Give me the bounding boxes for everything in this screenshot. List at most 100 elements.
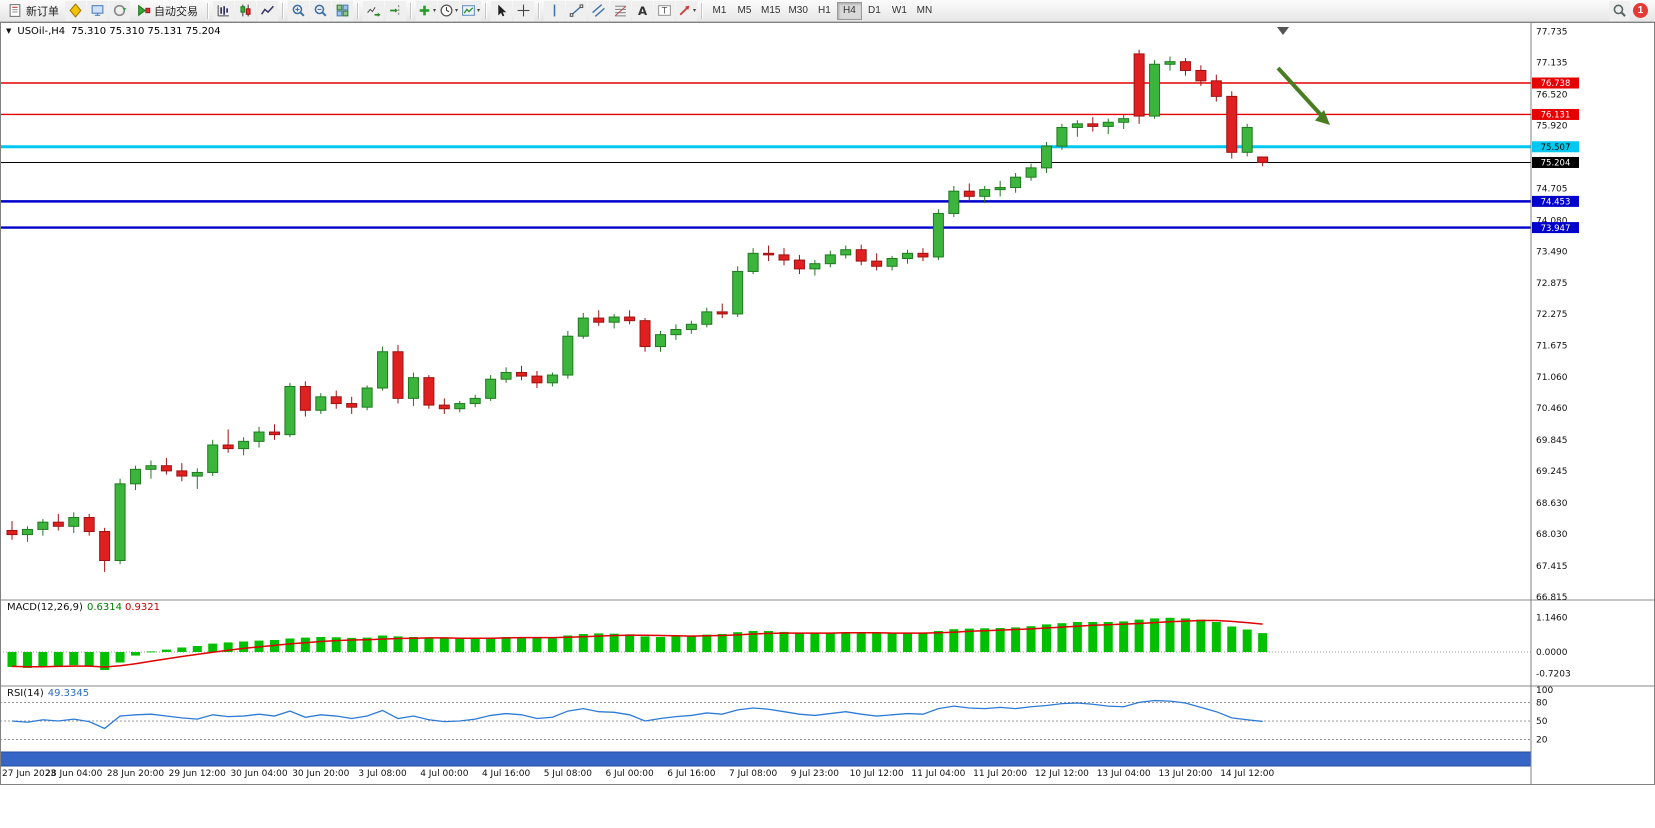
- new-order-button-label: 新订单: [26, 5, 59, 18]
- timeframe-m15[interactable]: M15: [757, 2, 784, 20]
- tile-windows-icon[interactable]: [332, 0, 353, 21]
- new-order-button[interactable]: 新订单: [3, 1, 64, 21]
- timeframe-mn[interactable]: MN: [912, 2, 937, 20]
- search-icon[interactable]: [1609, 0, 1630, 21]
- candlestick-series: [6, 49, 1269, 572]
- arrows-icon: [677, 3, 692, 18]
- rsi-label: RSI(14) 49.3345: [7, 688, 89, 699]
- svg-text:71.675: 71.675: [1536, 341, 1568, 351]
- price-level-badge: [1532, 195, 1579, 207]
- chevron-down-icon: ▾: [477, 7, 481, 14]
- indicators-icon: [417, 3, 432, 18]
- timeframe-h1[interactable]: H1: [812, 2, 837, 20]
- indicators-icon[interactable]: ▾: [416, 0, 437, 21]
- tile-windows-icon: [335, 3, 350, 18]
- macd-signal-value: 0.9321: [124, 602, 160, 613]
- templates-icon[interactable]: ▾: [460, 0, 481, 21]
- rsi-scale-label: 100: [1536, 686, 1553, 696]
- price-level-badge: [1532, 108, 1579, 120]
- svg-text:68.030: 68.030: [1536, 530, 1568, 540]
- svg-text:73.490: 73.490: [1536, 247, 1568, 257]
- market-watch-icon[interactable]: [65, 0, 86, 21]
- price-levels[interactable]: [0, 82, 1531, 229]
- arrows-icon[interactable]: ▾: [676, 0, 697, 21]
- timeframe-m5[interactable]: M5: [732, 2, 757, 20]
- trend-arrow[interactable]: [1276, 66, 1330, 125]
- chart-symbol-period: USOil-,H4: [17, 26, 66, 37]
- trendline-icon[interactable]: [566, 0, 587, 21]
- text-icon: A: [635, 3, 650, 18]
- cursor-icon[interactable]: [491, 0, 512, 21]
- svg-text:75.920: 75.920: [1536, 121, 1568, 131]
- channel-icon: [591, 3, 606, 18]
- vertical-line-icon: [547, 3, 562, 18]
- chevron-down-icon: ▾: [433, 7, 437, 14]
- macd-scale-label: 0.0000: [1536, 648, 1568, 658]
- refresh-icon: [112, 3, 127, 18]
- toolbar-separator: [485, 2, 487, 19]
- zoom-in-icon[interactable]: [288, 0, 309, 21]
- timeframe-group: M1 M5 M15 M30 H1 H4 D1 W1 MN: [707, 1, 937, 20]
- svg-text:69.245: 69.245: [1536, 467, 1568, 477]
- svg-text:73.947: 73.947: [1541, 224, 1571, 234]
- chart-shift-icon[interactable]: [385, 0, 406, 21]
- svg-text:74.453: 74.453: [1541, 198, 1571, 208]
- svg-text:6 Jul 00:00: 6 Jul 00:00: [605, 769, 654, 779]
- chart-title-bar: ▼ USOil-,H4 75.310 75.310 75.131 75.204: [6, 26, 221, 37]
- macd-value: 0.6314: [86, 602, 122, 613]
- timeframe-h4[interactable]: H4: [836, 1, 862, 20]
- svg-text:14 Jul 12:00: 14 Jul 12:00: [1220, 769, 1274, 779]
- chart-shift-icon: [388, 3, 403, 18]
- svg-text:11 Jul 20:00: 11 Jul 20:00: [973, 769, 1027, 779]
- candlestick-chart-icon[interactable]: [235, 0, 256, 21]
- zoom-out-icon[interactable]: [310, 0, 331, 21]
- svg-text:11 Jul 04:00: 11 Jul 04:00: [911, 769, 965, 779]
- price-level-badges: 76.738 76.131 75.507 74.453 73.947 75.204: [1532, 77, 1579, 234]
- svg-text:30 Jun 04:00: 30 Jun 04:00: [230, 769, 287, 779]
- channel-icon[interactable]: [588, 0, 609, 21]
- text-label-icon[interactable]: T: [654, 0, 675, 21]
- chart-window-icon[interactable]: [87, 0, 108, 21]
- periods-icon[interactable]: ▾: [438, 0, 459, 21]
- chart-window-icon: [90, 3, 105, 18]
- fibonacci-icon[interactable]: [610, 0, 631, 21]
- svg-text:66.815: 66.815: [1536, 593, 1568, 603]
- price-level-badge: [1532, 222, 1579, 234]
- timeframe-d1[interactable]: D1: [862, 2, 887, 20]
- chart-canvas[interactable]: 77.735 77.135 76.520 75.920 74.705 74.080 73.4…: [0, 22, 1655, 792]
- horizontal-scrollbar[interactable]: [0, 751, 1532, 767]
- svg-text:7 Jul 08:00: 7 Jul 08:00: [729, 769, 778, 779]
- autotrading-button[interactable]: 自动交易: [131, 1, 203, 21]
- bar-chart-icon[interactable]: [213, 0, 234, 21]
- cursor-icon: [494, 3, 509, 18]
- auto-scroll-icon[interactable]: [363, 0, 384, 21]
- svg-text:75.507: 75.507: [1541, 143, 1571, 153]
- svg-text:77.735: 77.735: [1536, 27, 1568, 37]
- timeframe-m1[interactable]: M1: [707, 2, 732, 20]
- price-scale[interactable]: 77.735 77.135 76.520 75.920 74.705 74.080 73.4…: [1530, 22, 1571, 784]
- svg-text:27 Jun 2023: 27 Jun 2023: [2, 769, 56, 779]
- line-chart-icon[interactable]: [257, 0, 278, 21]
- zoom-in-icon: [291, 3, 306, 18]
- auto-scroll-icon: [366, 3, 381, 18]
- svg-text:72.875: 72.875: [1536, 279, 1568, 289]
- timeframe-m30[interactable]: M30: [784, 2, 811, 20]
- crosshair-icon[interactable]: [513, 0, 534, 21]
- autotrading-icon: [136, 3, 151, 18]
- toolbar-separator: [701, 2, 703, 19]
- svg-text:A: A: [638, 4, 648, 18]
- chart-shift-marker[interactable]: [1277, 27, 1289, 35]
- toolbar-separator: [410, 2, 412, 19]
- text-icon[interactable]: A: [632, 0, 653, 21]
- timeframe-w1[interactable]: W1: [887, 2, 912, 20]
- refresh-icon[interactable]: [109, 0, 130, 21]
- one-click-trading-toggle[interactable]: ▼: [6, 27, 12, 35]
- svg-text:74.705: 74.705: [1536, 184, 1568, 194]
- chevron-down-icon: ▾: [455, 7, 459, 14]
- vertical-line-icon[interactable]: [544, 0, 565, 21]
- svg-text:74.080: 74.080: [1536, 217, 1568, 227]
- svg-text:5 Jul 08:00: 5 Jul 08:00: [544, 769, 593, 779]
- svg-text:13 Jul 04:00: 13 Jul 04:00: [1097, 769, 1151, 779]
- notification-badge[interactable]: 1: [1633, 3, 1648, 18]
